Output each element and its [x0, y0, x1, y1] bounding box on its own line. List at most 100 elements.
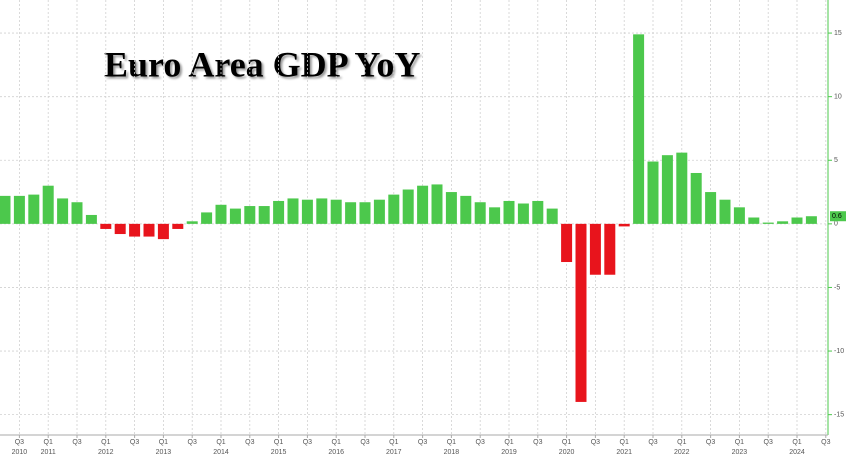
bar — [604, 223, 616, 275]
bar — [186, 221, 198, 224]
bar — [402, 189, 414, 224]
x-group-label: 2018 — [444, 449, 460, 456]
bar — [57, 198, 69, 224]
bar — [762, 222, 774, 224]
bar — [244, 206, 256, 224]
bar — [489, 207, 501, 224]
bar — [561, 223, 573, 263]
bar — [733, 207, 745, 224]
x-group-label: 2016 — [328, 449, 344, 456]
bar — [777, 221, 789, 224]
bar — [805, 216, 817, 224]
x-tick-label: Q1 — [792, 439, 801, 446]
bar — [42, 185, 54, 224]
x-group-label: 2023 — [732, 449, 748, 456]
bar — [546, 208, 558, 224]
x-tick-label: Q1 — [735, 439, 744, 446]
x-group-label: 2013 — [156, 449, 172, 456]
x-tick-label: Q3 — [360, 439, 369, 446]
bar — [676, 152, 688, 224]
x-tick-label: Q1 — [562, 439, 571, 446]
value-label: 0.6 — [832, 213, 842, 220]
bar — [460, 195, 472, 224]
y-tick-label: -15 — [834, 411, 844, 418]
bar — [345, 202, 357, 224]
y-tick-label: 0 — [834, 221, 838, 228]
value-label-box — [830, 211, 846, 222]
chart-title: Euro Area GDP YoY — [104, 44, 420, 84]
bar — [474, 202, 486, 224]
bar — [647, 161, 659, 224]
x-tick-label: Q1 — [620, 439, 629, 446]
bar — [719, 199, 731, 224]
bar — [85, 214, 97, 224]
x-tick-label: Q1 — [332, 439, 341, 446]
bar — [589, 223, 601, 275]
x-tick-label: Q1 — [44, 439, 53, 446]
y-tick-label: 5 — [834, 157, 838, 164]
bar — [129, 223, 141, 237]
bar — [330, 199, 342, 224]
bar — [0, 195, 11, 224]
bar — [748, 217, 760, 224]
x-group-label: 2017 — [386, 449, 402, 456]
bar — [575, 223, 587, 402]
bar — [258, 206, 270, 224]
x-group-label: 2010 — [12, 449, 28, 456]
x-tick-label: Q3 — [476, 439, 485, 446]
bar — [287, 198, 299, 224]
bar — [661, 155, 673, 224]
x-tick-label: Q3 — [72, 439, 81, 446]
bar — [172, 223, 184, 229]
bar — [114, 223, 126, 235]
y-tick-label: -10 — [834, 348, 844, 355]
bar — [503, 200, 515, 224]
x-group-label: 2015 — [271, 449, 287, 456]
bar — [517, 203, 529, 224]
bar — [791, 217, 803, 224]
x-group-label: 2020 — [559, 449, 575, 456]
x-tick-label: Q3 — [188, 439, 197, 446]
x-group-label: 2021 — [616, 449, 632, 456]
x-group-label: 2012 — [98, 449, 114, 456]
y-tick-label: 10 — [834, 94, 842, 101]
bar — [157, 223, 169, 240]
bar — [618, 223, 630, 227]
x-tick-label: Q3 — [418, 439, 427, 446]
x-tick-label: Q3 — [245, 439, 254, 446]
bar — [373, 199, 385, 224]
x-tick-label: Q1 — [504, 439, 513, 446]
x-tick-label: Q1 — [216, 439, 225, 446]
bar — [28, 194, 40, 224]
bar — [417, 185, 429, 224]
bar — [431, 184, 443, 224]
x-tick-label: Q3 — [15, 439, 24, 446]
x-tick-label: Q3 — [821, 439, 830, 446]
x-tick-label: Q3 — [648, 439, 657, 446]
bar — [388, 194, 400, 224]
bar — [532, 200, 544, 224]
x-group-label: 2022 — [674, 449, 690, 456]
x-tick-label: Q1 — [677, 439, 686, 446]
bar — [71, 202, 83, 224]
x-tick-label: Q3 — [591, 439, 600, 446]
bar — [215, 204, 227, 224]
y-tick-label: 15 — [834, 30, 842, 37]
bar — [705, 192, 717, 224]
bar — [143, 223, 155, 237]
x-group-label: 2019 — [501, 449, 517, 456]
bar — [201, 212, 213, 224]
x-tick-label: Q3 — [764, 439, 773, 446]
x-tick-label: Q3 — [130, 439, 139, 446]
bar — [690, 172, 702, 224]
x-tick-label: Q1 — [389, 439, 398, 446]
bar — [316, 198, 328, 224]
bar — [229, 208, 241, 224]
y-tick-label: -5 — [834, 284, 840, 291]
x-tick-label: Q3 — [706, 439, 715, 446]
bar — [273, 200, 285, 224]
bar — [13, 195, 25, 224]
x-tick-label: Q1 — [274, 439, 283, 446]
